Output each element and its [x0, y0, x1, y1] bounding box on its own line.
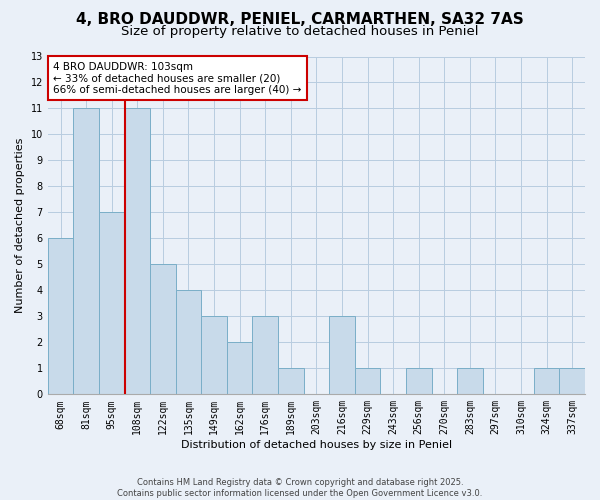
Bar	[534, 368, 559, 394]
Y-axis label: Number of detached properties: Number of detached properties	[15, 138, 25, 313]
Bar	[176, 290, 201, 395]
Bar	[253, 316, 278, 394]
Bar	[125, 108, 150, 395]
Text: 4, BRO DAUDDWR, PENIEL, CARMARTHEN, SA32 7AS: 4, BRO DAUDDWR, PENIEL, CARMARTHEN, SA32…	[76, 12, 524, 28]
Bar	[73, 108, 99, 395]
Bar	[48, 238, 73, 394]
Bar	[355, 368, 380, 394]
Bar	[201, 316, 227, 394]
Bar	[406, 368, 431, 394]
Text: Contains HM Land Registry data © Crown copyright and database right 2025.
Contai: Contains HM Land Registry data © Crown c…	[118, 478, 482, 498]
Text: Size of property relative to detached houses in Peniel: Size of property relative to detached ho…	[121, 25, 479, 38]
Bar	[329, 316, 355, 394]
Bar	[227, 342, 253, 394]
Text: 4 BRO DAUDDWR: 103sqm
← 33% of detached houses are smaller (20)
66% of semi-deta: 4 BRO DAUDDWR: 103sqm ← 33% of detached …	[53, 62, 302, 95]
Bar	[150, 264, 176, 394]
Bar	[99, 212, 125, 394]
Bar	[559, 368, 585, 394]
Bar	[457, 368, 482, 394]
X-axis label: Distribution of detached houses by size in Peniel: Distribution of detached houses by size …	[181, 440, 452, 450]
Bar	[278, 368, 304, 394]
